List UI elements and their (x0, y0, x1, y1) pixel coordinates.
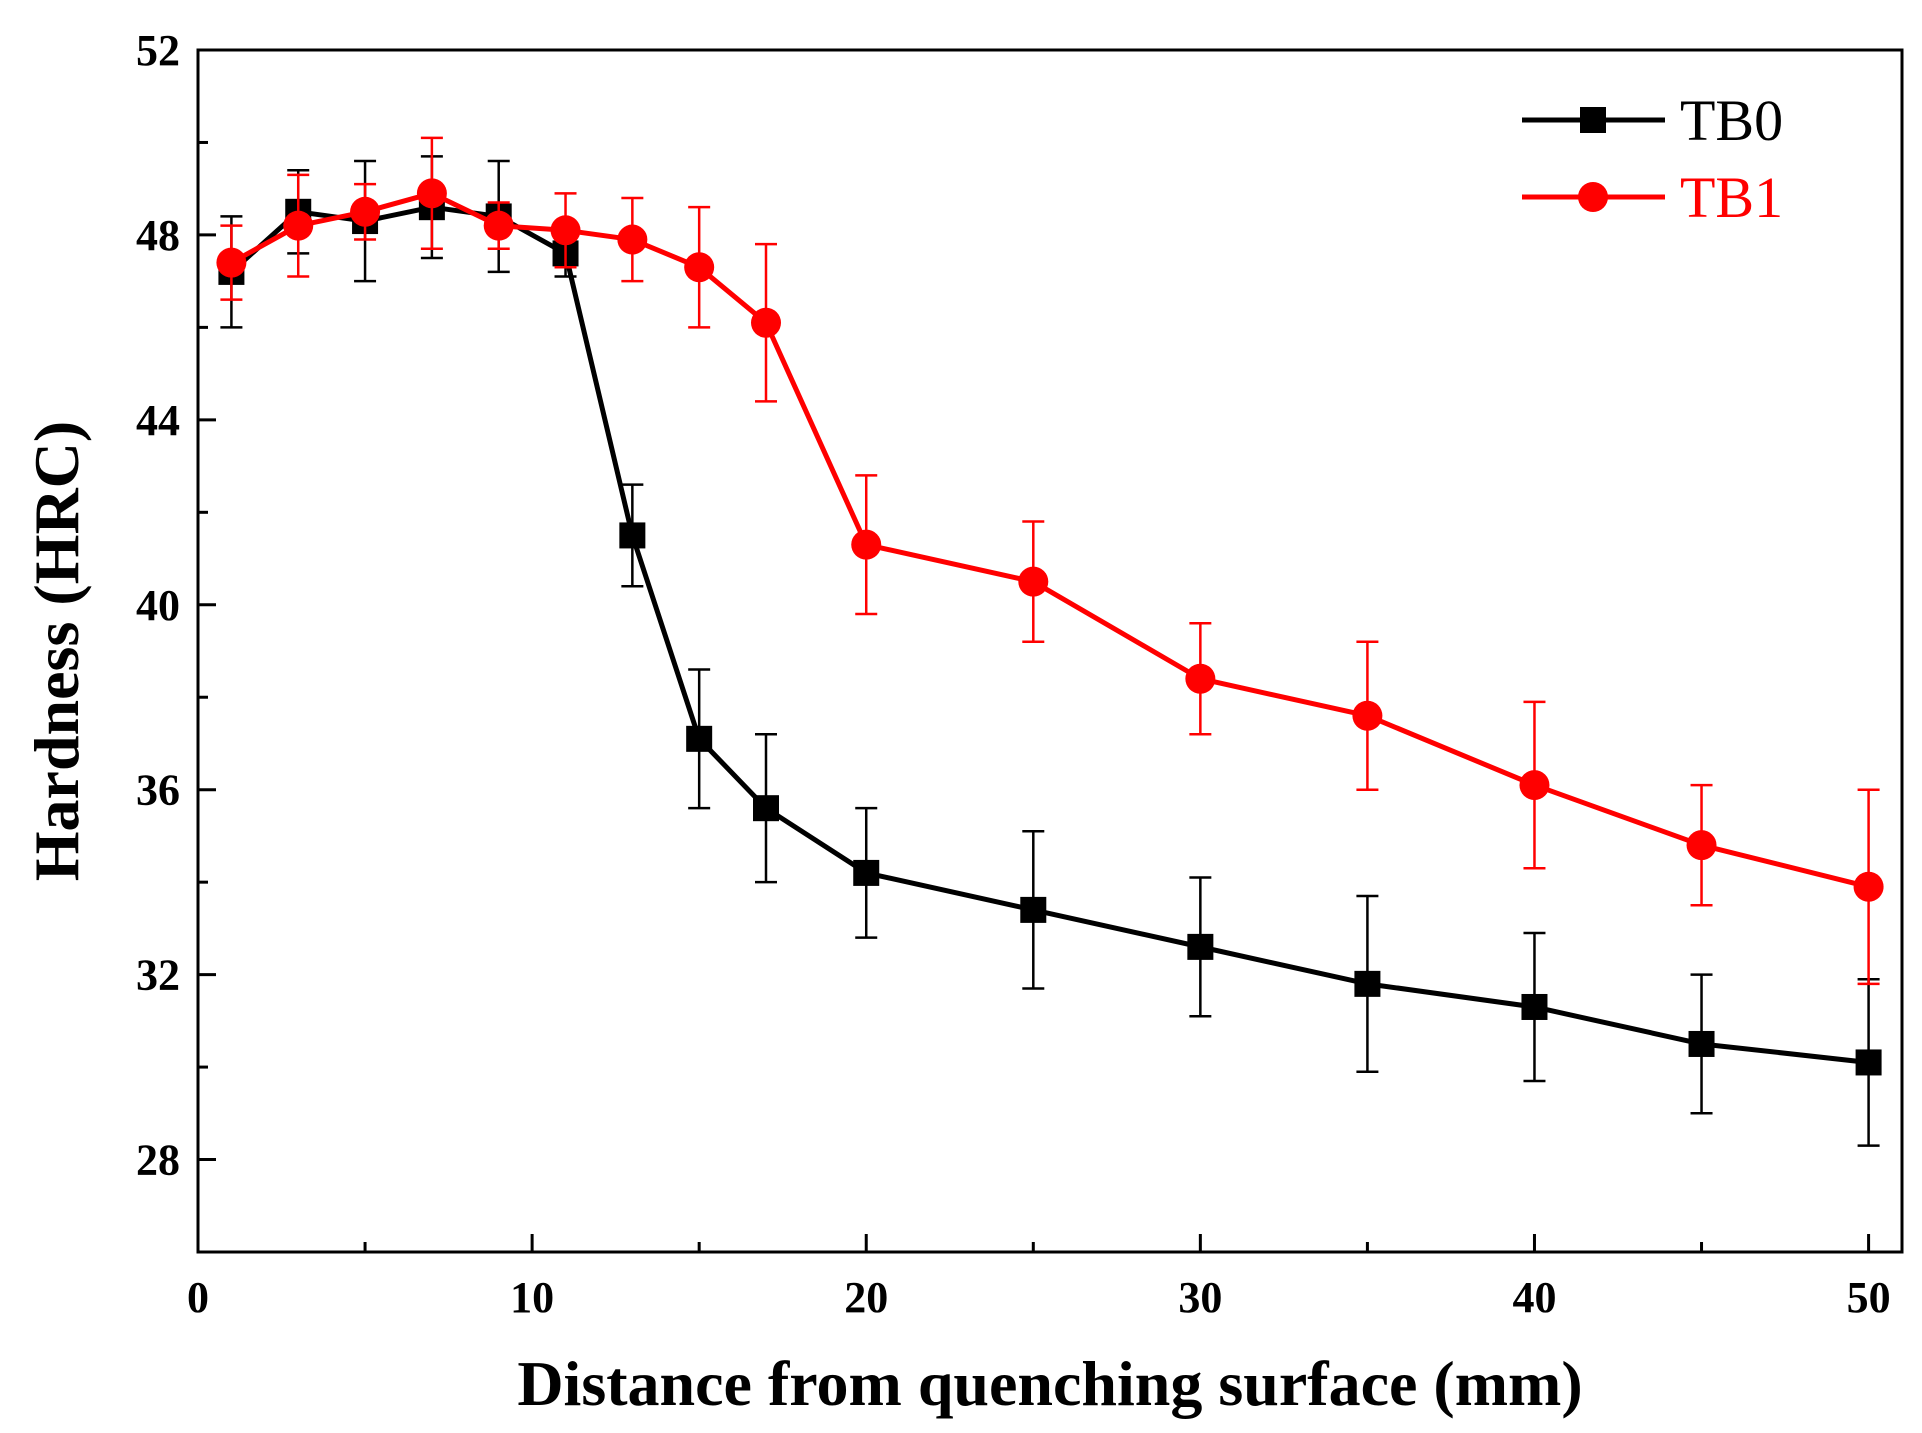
series-tb1 (216, 136, 1884, 986)
series-line (229, 204, 1869, 1065)
data-point (1686, 830, 1717, 861)
y-tick-label: 44 (136, 396, 180, 445)
x-axis-title: Distance from quenching surface (mm) (517, 1348, 1582, 1419)
data-point (283, 210, 314, 241)
data-point (686, 725, 713, 752)
plot-frame (196, 48, 1904, 1254)
data-point (1018, 566, 1049, 597)
y-tick-label: 32 (136, 951, 180, 1000)
data-point (1352, 700, 1383, 731)
data-point (216, 247, 247, 278)
data-point (1519, 770, 1550, 801)
data-point (416, 178, 447, 209)
data-point (851, 529, 882, 560)
legend-label: TB0 (1680, 88, 1783, 153)
data-point (1853, 871, 1884, 902)
legend-marker (1580, 107, 1606, 133)
legend-label: TB1 (1680, 165, 1783, 230)
data-point (1020, 896, 1047, 923)
legend-marker (1578, 182, 1608, 212)
data-point (853, 859, 880, 886)
x-tick-label: 20 (844, 1273, 888, 1322)
x-tick-label: 50 (1847, 1273, 1891, 1322)
data-point (753, 795, 779, 822)
data-point (1354, 970, 1381, 997)
data-point (483, 210, 514, 241)
y-tick-label: 48 (136, 211, 180, 260)
series-tb0 (218, 155, 1882, 1147)
data-point (1521, 993, 1548, 1020)
y-tick-label: 28 (136, 1136, 180, 1185)
y-tick-label: 40 (136, 581, 180, 630)
data-point (1855, 1049, 1882, 1076)
series-line (230, 190, 1870, 890)
y-axis-title: Hardness (HRC) (21, 421, 92, 881)
data-point (617, 224, 648, 255)
data-point (751, 307, 781, 338)
data-point (550, 215, 581, 246)
x-tick-label: 0 (187, 1273, 209, 1322)
x-tick-label: 40 (1512, 1273, 1556, 1322)
data-point (1187, 933, 1214, 960)
data-point (350, 196, 381, 227)
axes: 0 10 20 30 40 50 28 32 36 40 44 48 52 (136, 26, 1891, 1322)
data-point (1185, 663, 1216, 694)
y-tick-label: 36 (136, 766, 180, 815)
series-layer (216, 136, 1884, 1147)
x-tick-label: 30 (1178, 1273, 1222, 1322)
x-tick-label: 10 (510, 1273, 554, 1322)
data-point (1688, 1030, 1715, 1057)
data-point (684, 252, 715, 283)
data-point (619, 522, 646, 549)
y-tick-label: 52 (136, 26, 180, 75)
